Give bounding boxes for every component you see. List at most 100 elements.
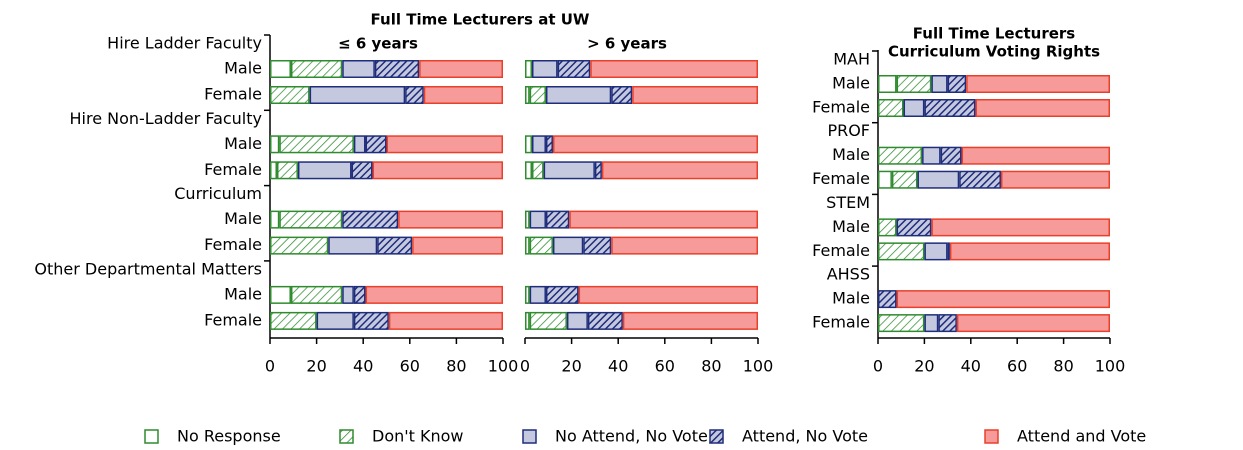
x-tick-label: 100 <box>1095 357 1126 376</box>
group-label: AHSS <box>827 265 870 284</box>
bar-segment <box>531 161 544 180</box>
bar-segment <box>531 60 558 78</box>
bar-segment <box>270 161 277 180</box>
bar-segment <box>924 99 976 117</box>
bar-segment <box>543 161 595 180</box>
bar-segment <box>270 60 291 78</box>
legend-label: Attend, No Vote <box>742 427 868 446</box>
bar-segment <box>545 210 570 229</box>
x-tick-label: 0 <box>873 357 883 376</box>
bar-segment <box>949 242 1110 261</box>
y-tick-label: Male <box>224 134 262 153</box>
bar-segment <box>529 285 546 304</box>
bar-segment <box>405 86 424 104</box>
bar-segment <box>270 236 329 255</box>
x-tick-label: 40 <box>353 357 373 376</box>
x-tick-label: 60 <box>655 357 675 376</box>
x-tick-label: 40 <box>961 357 981 376</box>
bar-segment <box>531 135 546 154</box>
bar-segment <box>931 75 948 93</box>
bar-segment <box>922 146 941 165</box>
chart-subtitle: > 6 years <box>587 35 667 53</box>
legend-swatch <box>339 429 354 444</box>
bar-segment <box>353 311 389 330</box>
y-tick-label: Female <box>812 98 870 117</box>
group-label: STEM <box>826 193 870 212</box>
bar-segment <box>372 161 503 180</box>
y-tick-label: Male <box>832 145 870 164</box>
x-tick-label: 20 <box>561 357 581 376</box>
chart-title: Full Time Lecturers at UW <box>371 11 590 29</box>
y-tick-label: Male <box>224 59 262 78</box>
bar-segment <box>545 86 612 104</box>
bar-segment <box>878 242 925 261</box>
y-tick-label: Female <box>204 235 262 254</box>
bar-segment <box>525 311 530 330</box>
y-tick-label: Male <box>224 284 262 303</box>
bar-segment <box>878 99 904 117</box>
bar-segment <box>529 311 567 330</box>
bar-segment <box>552 236 584 255</box>
y-tick-label: Male <box>224 209 262 228</box>
x-tick-label: 80 <box>1053 357 1073 376</box>
bar-segment <box>891 170 918 189</box>
bar-segment <box>878 170 892 189</box>
bar-segment <box>419 60 503 78</box>
bar-segment <box>878 314 925 333</box>
bar-segment <box>552 135 759 154</box>
bar-segment <box>594 161 602 180</box>
bar-segment <box>961 146 1111 165</box>
bar-segment <box>270 210 280 229</box>
bar-segment <box>896 290 1110 309</box>
group-label: Curriculum <box>174 184 262 203</box>
x-tick-label: 0 <box>265 357 275 376</box>
bar-segment <box>611 86 633 104</box>
bar-segment <box>896 75 932 93</box>
legend-label: No Attend, No Vote, <box>555 427 713 446</box>
bar-segment <box>386 135 503 154</box>
bar-segment <box>525 236 530 255</box>
bar-segment <box>924 242 948 261</box>
bar-segment <box>931 218 1110 237</box>
y-tick-label: Male <box>832 217 870 236</box>
bar-segment <box>525 210 530 229</box>
y-tick-label: Male <box>832 289 870 308</box>
bar-segment <box>525 161 532 180</box>
bar-segment <box>529 210 546 229</box>
bar-segment <box>270 135 280 154</box>
bar-segment <box>365 135 387 154</box>
bar-segment <box>956 314 1110 333</box>
legend-label: Don't Know <box>372 427 464 446</box>
group-label: Hire Non-Ladder Faculty <box>69 109 262 128</box>
bar-segment <box>529 236 553 255</box>
bar-segment <box>545 135 553 154</box>
bar-segment <box>938 314 957 333</box>
chart-title: Curriculum Voting Rights <box>888 43 1100 61</box>
bar-segment <box>316 311 354 330</box>
bar-segment <box>545 285 579 304</box>
bar-segment <box>309 86 406 104</box>
legend-swatch <box>984 429 999 444</box>
group-label: Other Departmental Matters <box>34 259 262 278</box>
bar-segment <box>525 86 530 104</box>
chart-subtitle: ≤ 6 years <box>338 35 418 53</box>
bar-segment <box>270 285 291 304</box>
x-tick-label: 20 <box>914 357 934 376</box>
bar-segment <box>353 285 366 304</box>
bar-segment <box>290 60 343 78</box>
bar-segment <box>601 161 759 180</box>
bar-segment <box>279 135 354 154</box>
y-tick-label: Female <box>204 160 262 179</box>
legend-swatch <box>522 429 537 444</box>
bar-segment <box>279 210 343 229</box>
bar-segment <box>566 311 588 330</box>
bar-segment <box>342 60 375 78</box>
bar-segment <box>377 236 413 255</box>
bar-segment <box>328 236 378 255</box>
bar-segment <box>351 161 373 180</box>
y-tick-label: Female <box>812 313 870 332</box>
bar-segment <box>525 135 532 154</box>
bar-segment <box>590 60 758 78</box>
group-label: MAH <box>833 50 870 69</box>
legend-label: No Response <box>177 427 281 446</box>
